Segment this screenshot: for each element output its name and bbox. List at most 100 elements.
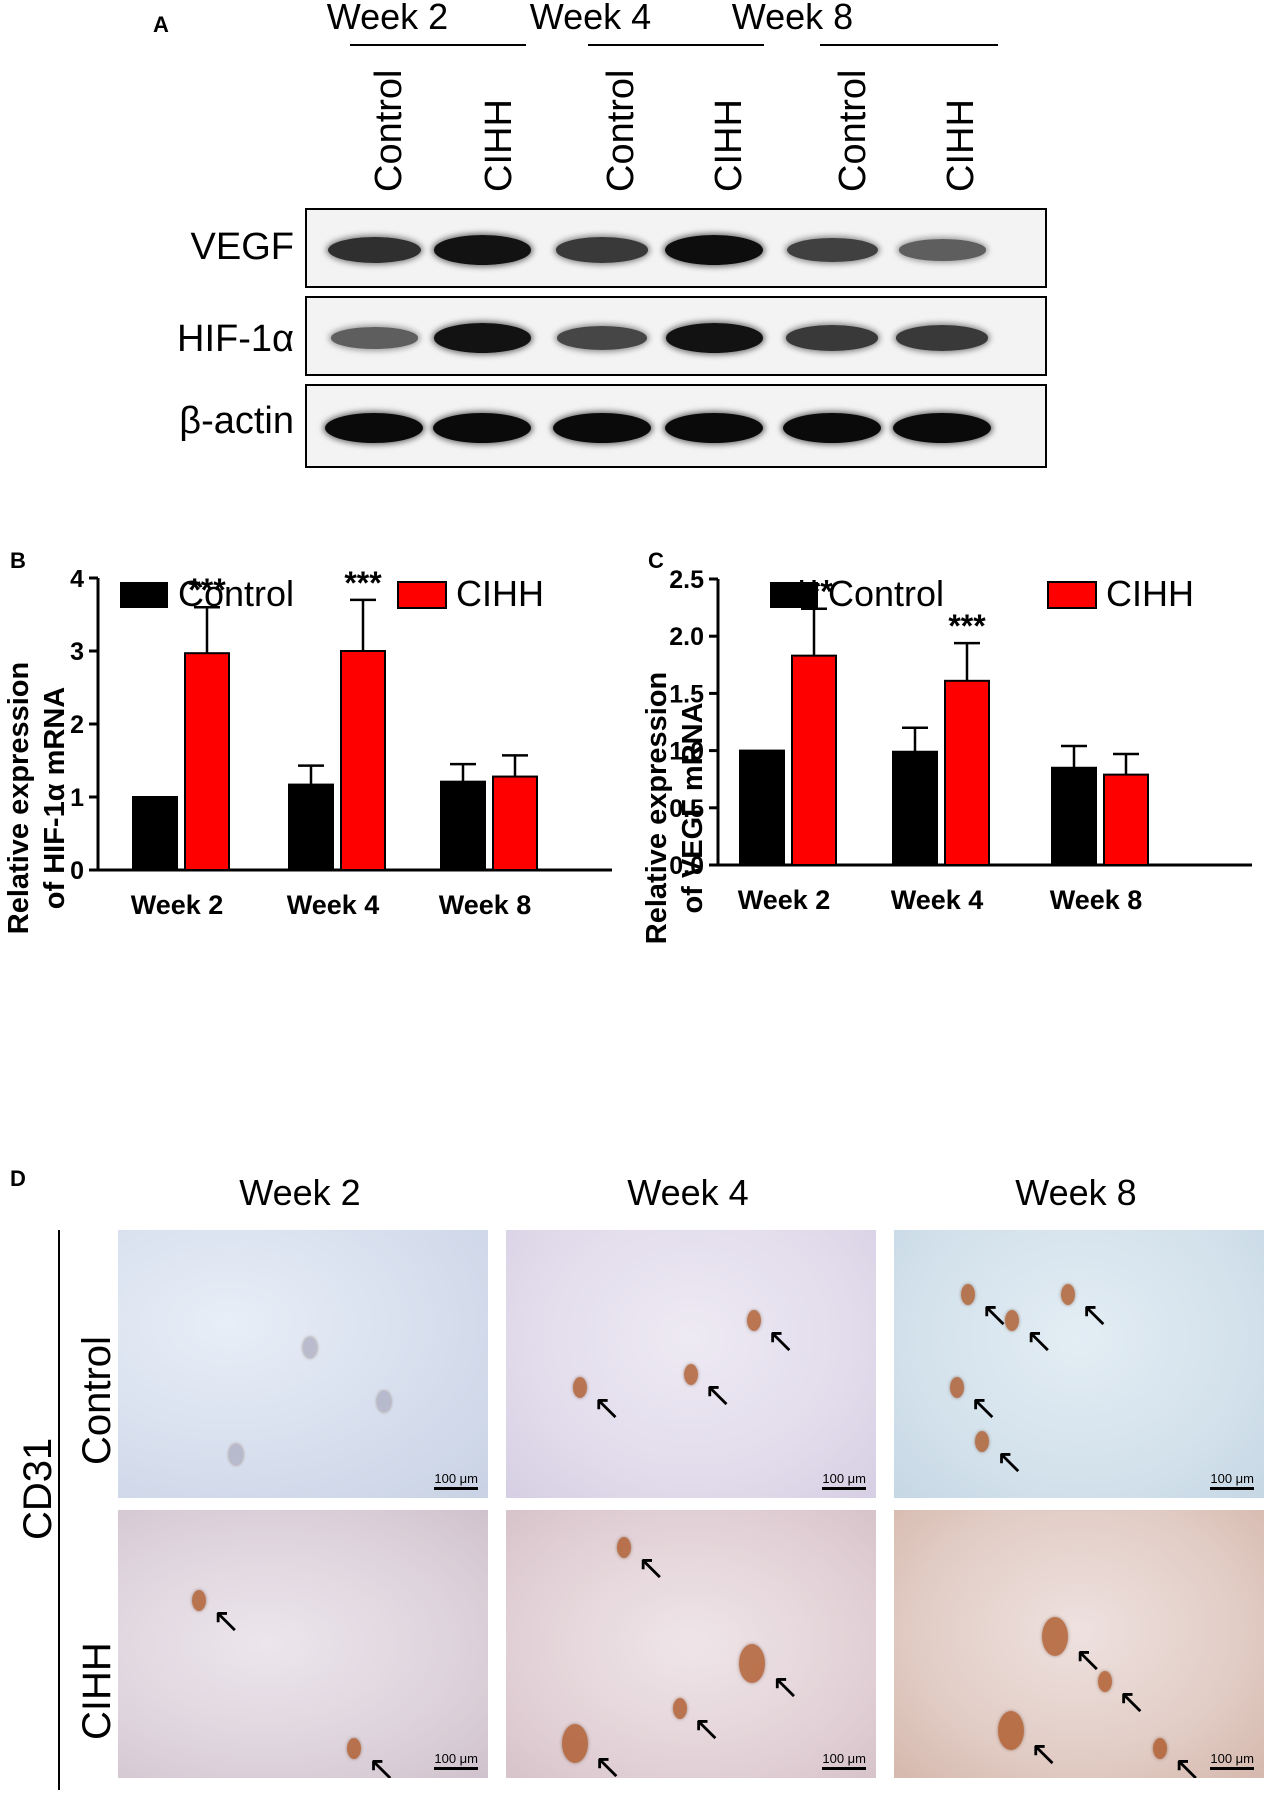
vegf-bar-control-week-8 xyxy=(1051,766,1097,866)
stained-vessel xyxy=(303,1337,317,1359)
legend-swatch-cihh xyxy=(397,581,447,609)
blot-band xyxy=(665,235,763,265)
micrograph-column-week-4: Week 4 xyxy=(627,1172,749,1213)
hif1a-bar-cihh-week-8 xyxy=(492,775,538,871)
vegf-blot xyxy=(305,208,1047,288)
vegf-y-tick-label: 1.5 xyxy=(669,680,704,708)
lane-label-cihh-week-8: CIHH xyxy=(940,99,982,192)
blot-band xyxy=(896,325,988,351)
hif1a-significance-marker: *** xyxy=(188,572,226,608)
scale-bar-label: 100 μm xyxy=(822,1471,866,1486)
stained-vessel xyxy=(949,1377,964,1399)
hif1a-y-tick-label: 2 xyxy=(70,711,84,739)
hif1a-y-axis-label-line-1: Relative expression xyxy=(3,662,35,934)
legend-swatch-control xyxy=(770,582,818,608)
hif1a-significance-marker: *** xyxy=(344,570,382,601)
vegf-bar-control-week-2 xyxy=(739,749,785,867)
scale-bar-line xyxy=(434,1487,478,1490)
blot-band xyxy=(786,325,878,351)
blot-band xyxy=(325,413,423,443)
lane-label-control-week-2: Control xyxy=(368,69,410,193)
lane-label-control-week-8: Control xyxy=(832,69,874,193)
arrow-icon: ↖ xyxy=(969,1389,999,1428)
micrograph-cihh-week-4: ↖ ↖ ↖ ↖ 100 μm xyxy=(506,1510,876,1778)
panel-b-letter: B xyxy=(10,548,26,573)
row-label-cihh: CIHH xyxy=(75,1642,119,1740)
vegf-x-tick-label: Week 2 xyxy=(738,885,831,915)
arrow-icon: ↖ xyxy=(771,1668,800,1706)
scale-bar-label: 100 μm xyxy=(434,1751,478,1766)
vegf-x-tick-label: Week 4 xyxy=(891,885,984,915)
vegf-y-axis-label-line-1: Relative expression xyxy=(641,672,673,944)
stained-vessel xyxy=(617,1536,631,1558)
row-label-control: Control xyxy=(75,1336,119,1465)
blot-band xyxy=(557,326,647,350)
panel-a-week-8-header: Week 8 xyxy=(731,0,854,37)
arrow-icon: ↖ xyxy=(1173,1749,1202,1778)
arrow-icon: ↖ xyxy=(1074,1641,1103,1680)
hif1a-bar-cihh-week-4 xyxy=(340,650,386,871)
micrograph-column-week-8: Week 8 xyxy=(1015,1172,1137,1213)
blot-label-beta-actin: β-actin xyxy=(179,400,294,442)
blot-band xyxy=(786,237,878,263)
arrow-icon: ↖ xyxy=(637,1548,666,1587)
stained-vessel xyxy=(377,1390,391,1412)
week-4-underline xyxy=(588,44,764,46)
panel-a-week-2-header: Week 2 xyxy=(326,0,449,37)
blot-band xyxy=(330,327,418,349)
arrow-icon: ↖ xyxy=(766,1322,796,1361)
hif1a-bar-control-week-8 xyxy=(440,780,486,871)
blot-band xyxy=(665,413,763,443)
blot-band xyxy=(553,413,651,443)
lane-label-cihh-week-2: CIHH xyxy=(478,99,520,192)
panel-a-letter: A xyxy=(153,12,169,37)
stained-vessel xyxy=(1060,1283,1075,1305)
stained-vessel xyxy=(683,1364,698,1385)
stained-vessel xyxy=(997,1711,1024,1750)
stained-vessel xyxy=(975,1431,990,1452)
scale-bar-line xyxy=(822,1767,866,1770)
arrow-icon: ↖ xyxy=(1080,1295,1110,1334)
stain-bracket-line xyxy=(58,1230,60,1790)
scale-bar-label: 100 μm xyxy=(1210,1751,1254,1766)
scale-bar-line xyxy=(1210,1767,1254,1770)
scale-bar: 100 μm xyxy=(434,1751,478,1770)
stained-vessel xyxy=(672,1697,687,1719)
micrograph-column-week-2: Week 2 xyxy=(239,1172,361,1213)
vegf-y-axis-label-line-2: of VEGF mRNA xyxy=(677,702,709,913)
hif1a-bar-cihh-week-2 xyxy=(184,652,230,871)
arrow-icon: ↖ xyxy=(593,1748,623,1778)
scale-bar: 100 μm xyxy=(1210,1471,1254,1490)
legend-swatch-cihh xyxy=(1047,581,1097,609)
stained-vessel xyxy=(739,1644,766,1683)
hif1a-x-tick-label: Week 4 xyxy=(287,890,380,920)
vegf-bar-cihh-week-2 xyxy=(791,654,837,867)
scale-bar-line xyxy=(822,1487,866,1490)
arrow-icon: ↖ xyxy=(367,1749,396,1778)
beta-actin-blot xyxy=(305,384,1047,468)
stained-vessel xyxy=(1097,1670,1112,1692)
vegf-bar-chart: Control CIHH Relative expression of VEGF… xyxy=(641,570,1252,944)
vegf-x-tick-label: Week 8 xyxy=(1050,885,1143,915)
scale-bar: 100 μm xyxy=(1210,1751,1254,1770)
arrow-icon: ↖ xyxy=(212,1602,241,1641)
lane-label-cihh-week-4: CIHH xyxy=(708,99,750,192)
arrow-icon: ↖ xyxy=(703,1376,733,1414)
panel-d-letter: D xyxy=(10,1166,26,1191)
vegf-significance-marker: *** xyxy=(795,574,833,610)
vegf-y-tick-label: 1.0 xyxy=(669,738,704,766)
blot-band xyxy=(665,323,763,353)
arrow-icon: ↖ xyxy=(1029,1735,1059,1773)
panel-c-letter: C xyxy=(648,548,664,573)
scale-bar-line xyxy=(1210,1487,1254,1490)
stained-vessel xyxy=(572,1377,587,1399)
lane-label-control-week-4: Control xyxy=(600,69,642,193)
micrograph-control-week-8: ↖ ↖ ↖ ↖ ↖ 100 μm xyxy=(894,1230,1264,1498)
vegf-significance-marker: *** xyxy=(948,608,986,644)
hif1a-blot xyxy=(305,296,1047,376)
scale-bar-label: 100 μm xyxy=(434,1471,478,1486)
week-8-underline xyxy=(820,44,998,46)
arrow-icon: ↖ xyxy=(1025,1322,1054,1361)
hif1a-y-axis-label-line-2: of HIF-1α mRNA xyxy=(39,687,71,909)
blot-label-hif1a: HIF-1α xyxy=(177,318,294,360)
